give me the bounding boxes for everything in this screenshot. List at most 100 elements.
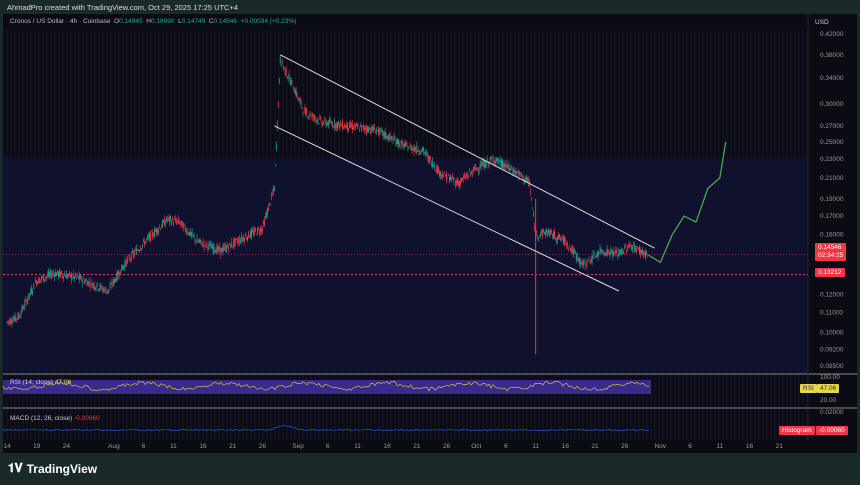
candle — [360, 125, 361, 127]
candle — [91, 285, 93, 289]
last-price-tag: 0.14546 02:34:25 — [815, 243, 847, 261]
candle — [410, 145, 412, 150]
candle — [383, 132, 385, 136]
candle — [76, 274, 78, 276]
candle — [403, 144, 405, 149]
candle — [47, 274, 48, 277]
x-tick-label: 21 — [229, 443, 237, 450]
candle — [200, 240, 202, 243]
candle — [396, 138, 398, 144]
candle — [618, 249, 620, 254]
candle — [539, 235, 541, 237]
candle — [158, 230, 159, 232]
candle — [547, 233, 548, 235]
candle — [313, 117, 315, 119]
candle — [49, 273, 50, 276]
candle — [470, 170, 472, 174]
candle — [543, 230, 544, 233]
candle — [409, 144, 411, 146]
x-tick-label: Oct — [471, 443, 481, 450]
candle — [102, 287, 104, 290]
candle — [433, 164, 435, 167]
candle — [6, 321, 8, 323]
candle — [274, 164, 276, 166]
candle — [230, 244, 232, 249]
candle — [500, 160, 502, 166]
candle — [580, 263, 582, 265]
candle — [315, 118, 317, 120]
candle — [24, 302, 26, 307]
candle — [491, 158, 493, 159]
candle — [69, 273, 71, 277]
candle — [499, 158, 501, 162]
macd-value: -0.00060 — [73, 415, 100, 422]
candle — [63, 276, 64, 279]
price-chart[interactable]: 0.42000 0.38000 0.34000 0.30000 0.27000 0.250… — [0, 0, 860, 455]
candle — [78, 274, 80, 280]
candle — [358, 125, 359, 126]
candle — [172, 222, 174, 224]
candle — [337, 122, 339, 129]
candle — [66, 273, 67, 279]
candle — [395, 142, 397, 146]
candle — [568, 245, 570, 246]
candle — [505, 167, 507, 169]
candle — [384, 131, 386, 139]
candle — [202, 241, 204, 244]
candle — [147, 236, 148, 238]
candle — [434, 165, 436, 169]
candle — [156, 228, 157, 234]
high-value: 0.16990 — [150, 18, 175, 25]
candle — [605, 254, 607, 256]
candle — [335, 123, 337, 129]
candle — [416, 145, 418, 153]
candle — [609, 252, 611, 257]
candle — [303, 108, 305, 109]
channel-lower-line — [274, 125, 620, 292]
candle — [356, 123, 357, 125]
candle — [342, 121, 344, 130]
candle — [62, 274, 63, 277]
candle — [514, 169, 516, 173]
candle — [634, 245, 636, 251]
candle — [242, 238, 244, 240]
candle — [357, 125, 358, 128]
candle — [201, 245, 203, 247]
macd-line — [2, 425, 650, 432]
candle — [99, 284, 101, 290]
candle — [517, 172, 519, 173]
candle — [123, 265, 125, 268]
tradingview-logo[interactable]: 𝟏𝐕 TradingView — [8, 461, 97, 476]
candle — [235, 238, 237, 243]
candle — [504, 163, 506, 168]
candle — [288, 74, 290, 77]
candle — [463, 175, 465, 177]
candle — [334, 120, 336, 128]
candle — [66, 275, 68, 278]
candle — [250, 231, 251, 237]
rsi-legend: RSI (14, close) 47.06 — [10, 379, 71, 386]
candle — [472, 166, 474, 169]
candle — [272, 188, 274, 192]
candle — [387, 135, 389, 139]
candle — [171, 217, 173, 221]
candle — [516, 171, 518, 174]
candle — [626, 249, 628, 252]
candle — [520, 174, 522, 175]
high-label: H — [146, 18, 151, 25]
symbol-name[interactable]: Cronos / US Dollar · 4h · Coinbase — [10, 18, 111, 25]
candle — [389, 134, 391, 137]
candle — [117, 271, 119, 278]
candle — [124, 263, 126, 268]
candle — [46, 276, 47, 278]
candle — [555, 237, 556, 240]
candle — [209, 243, 211, 244]
candle — [537, 236, 539, 238]
candle — [600, 250, 602, 254]
candle — [234, 239, 236, 247]
candle — [345, 126, 346, 128]
candle — [538, 237, 540, 239]
candle — [67, 273, 69, 276]
candle — [84, 280, 86, 284]
candle — [423, 149, 425, 154]
